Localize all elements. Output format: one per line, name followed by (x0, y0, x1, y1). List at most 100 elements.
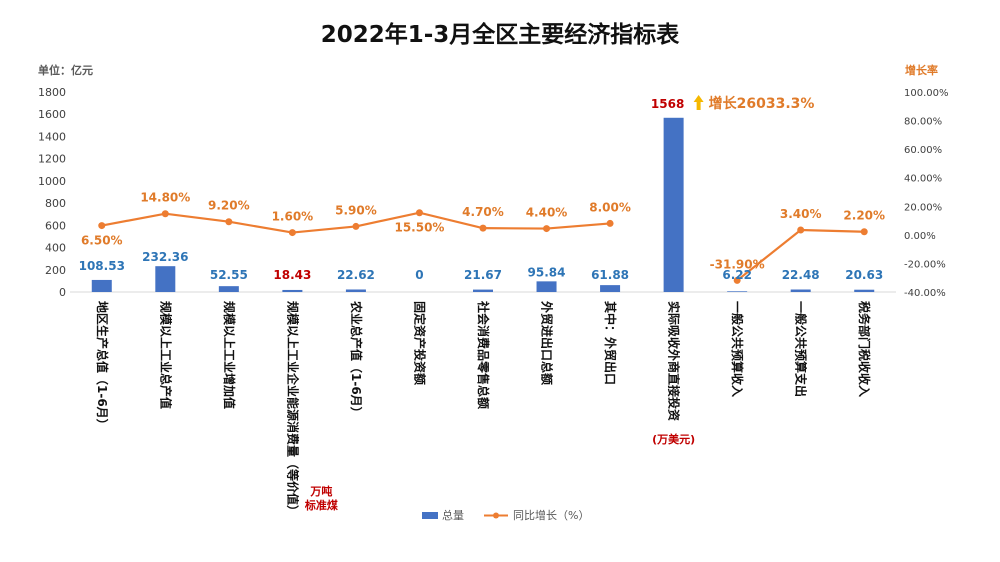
growth-point (161, 210, 169, 218)
category-label: 外贸进出口总额 (540, 301, 555, 385)
growth-label: 3.40% (780, 207, 822, 221)
growth-point (98, 222, 106, 230)
growth-point (225, 218, 233, 226)
y-left-tick-label: 1600 (38, 108, 66, 121)
bar (218, 286, 239, 292)
left-axis-unit-label: 单位：亿元 (38, 63, 93, 77)
y-right-tick-label: -20.00% (904, 259, 946, 270)
category-label: 一般公共预算支出 (794, 301, 809, 397)
energy-unit-note: 万吨 (309, 484, 332, 498)
y-right-tick-label: 80.00% (904, 117, 942, 128)
category-label: 税务部门税收收入 (857, 301, 872, 397)
growth-label: 14.80% (140, 191, 190, 205)
growth-label: 1.60% (272, 210, 314, 224)
growth-point (797, 226, 805, 234)
legend-bar-label: 总量 (442, 508, 464, 522)
growth-label: 2.20% (843, 209, 885, 223)
bar (345, 289, 366, 292)
growth-label: 4.40% (526, 206, 568, 220)
bar (600, 285, 621, 292)
growth-point (860, 228, 868, 236)
bar-value-label: 22.62 (337, 268, 375, 282)
growth-point (415, 209, 423, 217)
category-label: 地区生产总值（1-6月） (95, 301, 110, 431)
bar (727, 291, 748, 292)
growth-label: 15.50% (394, 221, 444, 235)
category-label: 规模以上工业增加值 (222, 301, 237, 409)
category-label: 规模以上工业总产值 (158, 301, 173, 409)
y-left-tick-label: 1200 (38, 153, 66, 166)
data-labels: 6.50% 14.80% 9.20% 1.60% 5.90% 15.50% 4.70% 4.4… (79, 97, 885, 282)
y-left-tick-label: 1000 (38, 175, 66, 188)
growth-point (606, 219, 614, 227)
category-label: 农业总产值（1-6月） (349, 300, 364, 419)
bar-value-label: 95.84 (528, 265, 566, 279)
bar-value-label: 232.36 (142, 250, 188, 264)
bar (854, 289, 875, 292)
bar-value-label: 0 (415, 268, 423, 282)
growth-point (733, 276, 741, 284)
growth-point (352, 222, 360, 230)
category-label: 规模以上工业企业能源消费量（等价值） (285, 301, 300, 517)
bar (282, 289, 303, 292)
y-right-tick-label: 0.00% (904, 231, 936, 242)
bar-value-label: 1568 (651, 97, 684, 111)
y-right-tick-label: 60.00% (904, 145, 942, 156)
legend-line-label: 同比增长（%） (513, 508, 589, 522)
growth-line-series (98, 209, 868, 284)
legend-bar-swatch (422, 512, 438, 519)
y-left-tick-label: 0 (59, 286, 66, 299)
y-right-tick-label: 20.00% (904, 202, 942, 213)
bar-value-label: 18.43 (273, 268, 311, 282)
fdi-growth-highlight: 增长26033.3% (709, 95, 815, 112)
bar-value-label: 108.53 (79, 259, 125, 273)
bar-value-label: 6.22 (722, 268, 752, 282)
y-left-tick-label: 400 (45, 242, 66, 255)
bar-value-label: 52.55 (210, 268, 248, 282)
bar-series (91, 117, 875, 293)
chart-title: 2022年1-3月全区主要经济指标表 (321, 21, 681, 48)
growth-point (543, 225, 551, 233)
category-label: 一般公共预算收入 (730, 301, 745, 397)
bar (155, 266, 176, 292)
axes: 0 200 400 600 800 1000 1200 1400 1600 1800 -40.00%… (38, 86, 949, 299)
legend-line-marker (493, 512, 499, 519)
y-left-tick-label: 200 (45, 264, 66, 277)
category-label: 实际吸收外商直接投资 (667, 301, 682, 421)
right-axis-unit-label: 增长率 (905, 63, 938, 77)
bar (91, 279, 112, 292)
y-right-tick-label: 40.00% (904, 174, 942, 185)
legend: 总量 同比增长（%） (422, 508, 589, 522)
bar-value-label: 20.63 (845, 268, 883, 282)
bar-value-label: 22.48 (782, 268, 820, 282)
bar (473, 289, 493, 292)
y-left-tick-label: 1800 (38, 86, 66, 99)
fdi-unit-note: (万美元) (652, 432, 695, 446)
category-label: 其中：外贸出口 (603, 301, 618, 385)
y-left-tick-label: 600 (45, 219, 66, 232)
growth-label: 5.90% (335, 203, 377, 217)
growth-point (288, 229, 296, 237)
growth-point (479, 224, 487, 232)
up-arrow-icon (693, 95, 704, 110)
growth-label: 6.50% (81, 234, 123, 248)
bar-value-label: 61.88 (591, 268, 629, 282)
category-label: 社会消费品零售总额 (476, 300, 491, 409)
bar (663, 117, 684, 293)
growth-label: 4.70% (462, 205, 504, 219)
y-right-tick-label: 100.00% (904, 88, 949, 99)
category-labels: 地区生产总值（1-6月） 规模以上工业总产值 规模以上工业增加值 规模以上工业企业能源… (95, 300, 872, 517)
y-right-tick-label: -40.00% (904, 288, 946, 299)
growth-label: 8.00% (589, 200, 631, 214)
y-left-tick-label: 800 (45, 197, 66, 210)
bar (536, 281, 557, 292)
energy-unit-note: 标准煤 (304, 498, 339, 512)
y-left-tick-label: 1400 (38, 130, 66, 143)
growth-label: 9.20% (208, 199, 250, 213)
growth-label: -31.90% (710, 257, 765, 271)
category-label: 固定资产投资额 (412, 301, 427, 385)
bar-value-label: 21.67 (464, 268, 502, 282)
bar (790, 289, 811, 292)
